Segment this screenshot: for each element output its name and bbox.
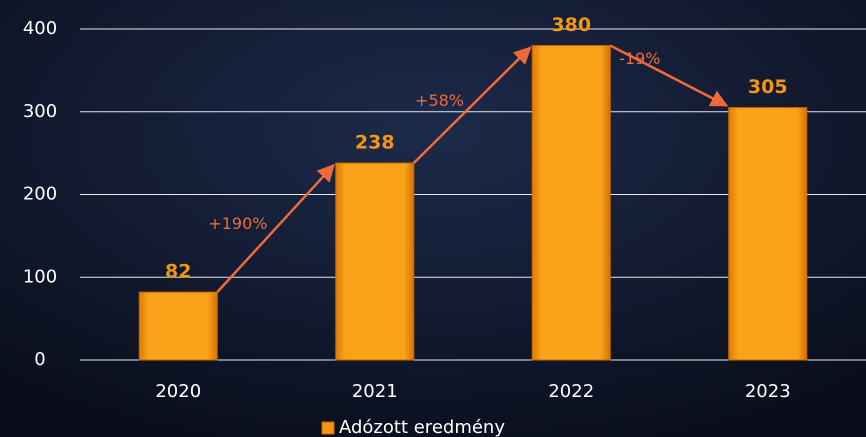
legend-label: Adózott eredmény: [339, 417, 505, 437]
y-tick-label: 400: [23, 18, 57, 39]
y-tick-label: 100: [23, 266, 57, 287]
change-label: +58%: [415, 91, 464, 110]
change-arrow: [412, 46, 532, 164]
data-label: 238: [355, 132, 395, 154]
change-arrow: [216, 163, 335, 293]
change-arrow: [609, 44, 729, 107]
y-tick-label: 200: [23, 184, 57, 205]
x-tick-label: 2020: [155, 381, 201, 402]
bar: [335, 162, 415, 361]
x-tick-label: 2023: [745, 381, 791, 402]
data-label: 305: [748, 76, 788, 98]
legend-swatch: [321, 421, 335, 435]
data-label: 82: [165, 261, 191, 283]
change-label: +190%: [208, 214, 267, 233]
y-tick-label: 0: [34, 349, 45, 370]
bar: [728, 107, 808, 361]
x-tick-label: 2022: [548, 381, 594, 402]
bar: [138, 291, 218, 361]
y-tick-label: 300: [23, 101, 57, 122]
data-label: 380: [551, 14, 591, 36]
bar: [531, 45, 611, 361]
change-label: -19%: [619, 49, 660, 68]
x-tick-label: 2021: [352, 381, 398, 402]
